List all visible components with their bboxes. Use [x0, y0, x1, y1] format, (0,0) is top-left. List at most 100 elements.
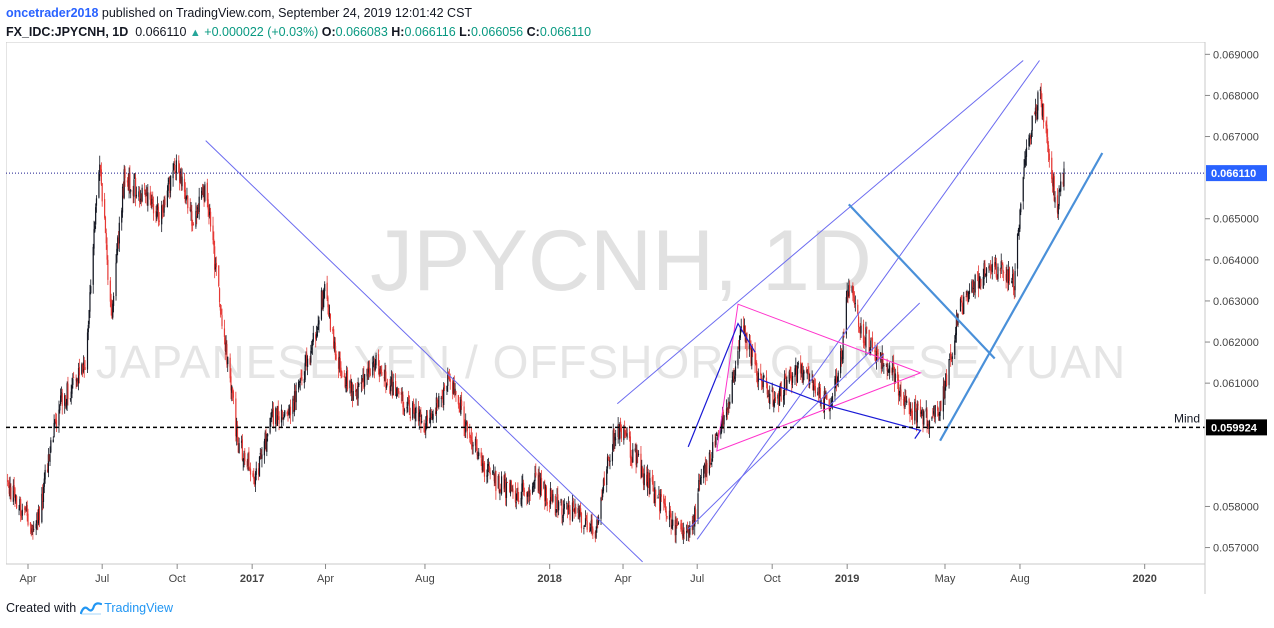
candle-body: [18, 508, 20, 510]
candle-body: [454, 388, 456, 394]
close-label: C:: [526, 25, 540, 39]
candle-body: [876, 350, 878, 355]
candle-body: [350, 381, 353, 393]
candle-body: [791, 376, 794, 383]
candle-body: [784, 376, 786, 377]
candle-body: [386, 384, 388, 388]
drawing-trendline[interactable]: [687, 302, 921, 530]
candle-body: [752, 351, 754, 353]
candle-body: [183, 178, 186, 192]
candle-body: [710, 463, 712, 465]
candle-body: [990, 266, 992, 271]
candle-body: [1051, 177, 1054, 186]
candle-body: [729, 401, 731, 405]
candle-body: [276, 410, 278, 425]
candle-body: [310, 350, 312, 363]
candle-body: [950, 352, 952, 360]
candle-body: [566, 503, 568, 505]
candle-body: [1018, 227, 1020, 233]
candle-body: [897, 371, 899, 381]
candle-body: [818, 390, 820, 394]
candle-body: [368, 368, 371, 375]
candle-body: [236, 425, 239, 442]
chart-canvas[interactable]: JPYCNH, 1D JAPANESE YEN / OFFSHORE CHINE…: [5, 41, 1268, 594]
candle-body: [362, 374, 364, 381]
candle-body: [231, 386, 233, 393]
candle-body: [835, 375, 838, 387]
candle-body: [316, 331, 318, 336]
candle-body: [118, 222, 120, 244]
candle-body: [321, 291, 323, 308]
chart-frame[interactable]: JPYCNH, 1D JAPANESE YEN / OFFSHORE CHINE…: [5, 41, 1268, 599]
candle-body: [972, 281, 974, 287]
candle-body: [617, 424, 619, 437]
candle-body: [431, 417, 433, 419]
candle-body: [83, 364, 85, 370]
candle-body: [623, 428, 625, 441]
candle-body: [436, 398, 438, 404]
tradingview-link[interactable]: TradingView: [104, 601, 173, 615]
candle-body: [185, 196, 187, 201]
candle-body: [93, 229, 95, 249]
drawing-polyline[interactable]: [687, 322, 756, 448]
candle-body: [369, 373, 371, 375]
drawing-trendline[interactable]: [848, 203, 996, 360]
price-axis[interactable]: 0.069000 0.068000 0.067000 0.065000 0.064000…: [1205, 49, 1259, 555]
candle-body: [304, 362, 306, 380]
candle-body: [945, 373, 947, 388]
candle-body: [822, 399, 825, 410]
candle-body: [580, 508, 582, 512]
candle-body: [887, 370, 889, 372]
candle-body: [458, 404, 460, 406]
candle-body: [860, 325, 862, 334]
candle-body: [134, 177, 136, 179]
drawing-triangle[interactable]: [716, 303, 922, 452]
high-value: 0.066116: [404, 25, 456, 39]
candle-body: [358, 384, 360, 385]
candle-body: [874, 350, 876, 353]
author-link[interactable]: oncetrader2018: [6, 6, 99, 20]
candle-body: [946, 374, 948, 386]
candle-body: [688, 528, 690, 537]
candle-body: [788, 371, 790, 383]
candle-body: [280, 409, 283, 423]
candle-body: [925, 408, 927, 412]
candle-body: [509, 481, 512, 494]
candle-body: [402, 394, 404, 408]
candle-body: [351, 383, 354, 400]
candle-body: [1000, 261, 1002, 269]
drawing-trendline[interactable]: [696, 60, 1040, 540]
candle-body: [132, 190, 134, 196]
candle-body: [847, 291, 849, 299]
candle-body: [89, 292, 91, 312]
candle-body: [994, 262, 996, 267]
candle-body: [464, 427, 466, 432]
candle-body: [554, 495, 556, 516]
candle-body: [152, 203, 155, 214]
candle-body: [282, 417, 284, 419]
candle-body: [796, 367, 798, 382]
candle-body: [1020, 203, 1022, 213]
candle-body: [295, 391, 297, 403]
drawing-trendline[interactable]: [205, 140, 643, 563]
time-axis[interactable]: Apr Jul Oct 2017 Apr Aug 2018 Apr Jul Oct 2019 May A…: [19, 564, 1157, 585]
drawing-trendline[interactable]: [939, 152, 1104, 442]
candle-body: [712, 442, 714, 459]
candle-body: [783, 378, 786, 396]
candle-body: [1063, 168, 1065, 187]
candle-body: [503, 475, 505, 490]
drawing-trendline[interactable]: [616, 60, 1024, 405]
drawing-polyline[interactable]: [828, 354, 885, 407]
drawing-polyline[interactable]: [758, 378, 922, 439]
candle-body: [977, 273, 980, 289]
candle-body: [805, 371, 808, 373]
candle-body: [329, 314, 332, 331]
candle-body: [95, 198, 98, 206]
candle-body: [1028, 137, 1030, 146]
candle-body: [954, 333, 957, 340]
candle-body: [338, 356, 340, 369]
candle-body: [731, 379, 733, 403]
watermark-subtitle: JAPANESE YEN / OFFSHORE CHINESE YUAN: [96, 336, 1126, 388]
candle-body: [390, 377, 393, 386]
candle-body: [248, 451, 250, 468]
